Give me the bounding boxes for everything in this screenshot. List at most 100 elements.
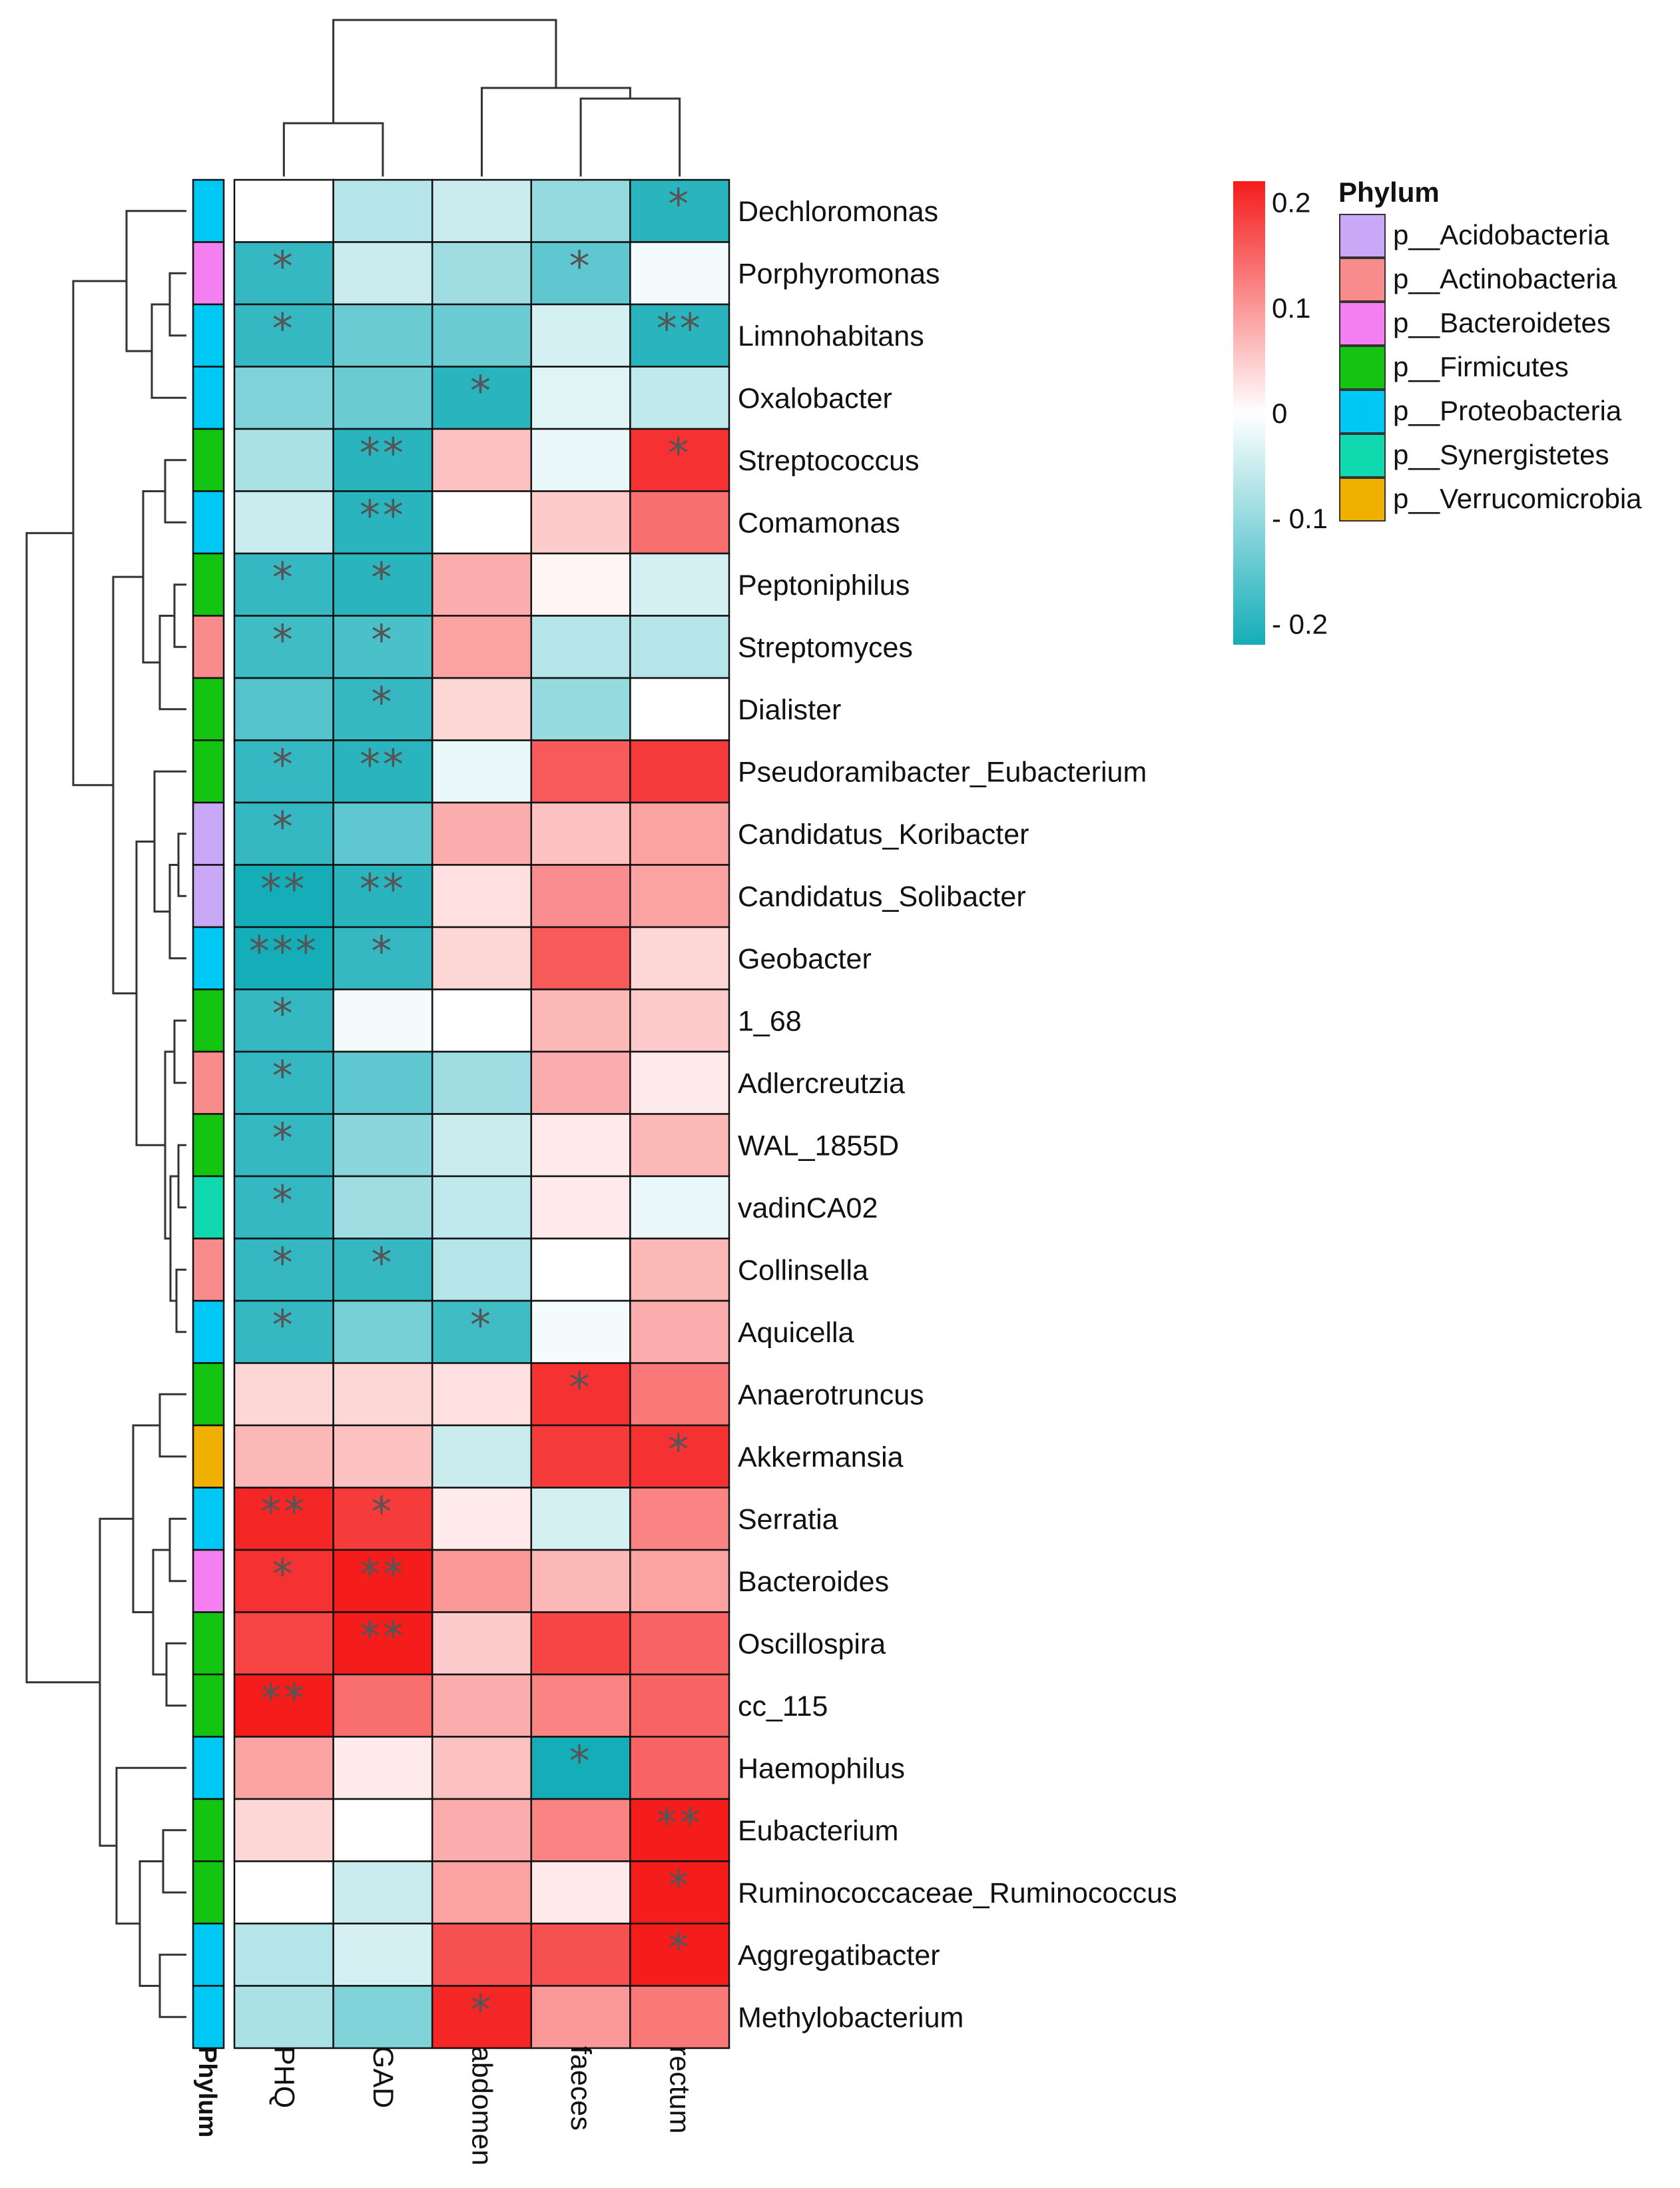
dendrogram-branch	[132, 1424, 160, 1613]
heatmap-cell	[332, 552, 433, 617]
heatmap-cell	[332, 1860, 433, 1925]
heatmap-cell	[530, 303, 631, 368]
heatmap-cell	[530, 1860, 631, 1925]
significance-mark: *	[371, 1488, 394, 1537]
heatmap-cell	[233, 1736, 334, 1800]
row-label: Akkermansia	[738, 1441, 904, 1473]
heatmap-cell	[431, 1922, 533, 1987]
heatmap-cell	[332, 739, 433, 804]
dendrogram-branch	[177, 833, 186, 897]
heatmap-cell	[629, 1860, 730, 1925]
heatmap-cell	[332, 988, 433, 1053]
phylum-annotation-cell	[192, 1860, 225, 1925]
significance-mark: *	[371, 678, 394, 727]
row-label: Porphyromonas	[738, 258, 940, 290]
color-scale-bar	[1233, 181, 1265, 645]
significance-mark: *	[569, 1363, 593, 1412]
legend-entry-label: p__Proteobacteria	[1393, 395, 1622, 426]
phylum-annotation-cell	[192, 1424, 225, 1489]
dendrogram-branch	[115, 1766, 186, 1925]
significance-mark: *	[272, 1114, 296, 1163]
row-label: Oscillospira	[738, 1628, 886, 1660]
phylum-legend: Phylum p__Acidobacteria p__Actinobacteriap…	[1338, 177, 1642, 522]
phylum-annotation-cell	[192, 1487, 225, 1551]
column-label: faeces	[565, 2046, 597, 2131]
heatmap-cell	[233, 1238, 334, 1302]
heatmap-cell	[332, 1922, 433, 1987]
color-scale-tick-label: - 0.1	[1272, 503, 1328, 534]
row-label: Dialister	[738, 694, 841, 726]
heatmap-cell	[332, 1238, 433, 1302]
heatmap-cell	[332, 428, 433, 492]
heatmap-cell	[629, 366, 730, 430]
significance-mark: **	[260, 865, 307, 914]
phylum-annotation-cell	[192, 552, 225, 617]
heatmap-cell	[332, 1424, 433, 1489]
dendrogram-branch	[481, 87, 631, 177]
phylum-annotation-cell	[192, 1299, 225, 1364]
heatmap-cell	[431, 1113, 533, 1178]
significance-mark: *	[371, 553, 394, 602]
heatmap-cell	[332, 1113, 433, 1178]
significance-mark: *	[371, 616, 394, 665]
significance-mark: *	[371, 927, 394, 976]
heatmap-cell	[431, 677, 533, 741]
dendrogram-branch	[173, 583, 186, 648]
heatmap-cell	[530, 179, 631, 243]
row-label: Methylobacterium	[738, 2002, 964, 2033]
color-scale-tick-label: 0	[1272, 398, 1287, 429]
heatmap-cell	[332, 1175, 433, 1240]
phylum-annotation-cell	[192, 1798, 225, 1862]
heatmap-cell	[629, 1611, 730, 1676]
heatmap-cell	[431, 988, 533, 1053]
heatmap-cell	[530, 1922, 631, 1987]
heatmap-cell	[629, 1736, 730, 1800]
heatmap-cell	[332, 864, 433, 928]
legend-swatch	[1339, 302, 1386, 346]
legend-entry-label: p__Acidobacteria	[1393, 219, 1609, 250]
heatmap-cell	[629, 1549, 730, 1613]
heatmap-cell	[530, 926, 631, 990]
dendrogram-branch	[177, 1144, 186, 1209]
phylum-annotation-cell	[192, 988, 225, 1053]
heatmap-cell	[629, 241, 730, 306]
phylum-annotation-cell	[192, 1736, 225, 1800]
significance-mark: **	[657, 304, 703, 353]
significance-mark: *	[272, 553, 296, 602]
heatmap-cell	[431, 1424, 533, 1489]
heatmap-cell	[530, 1673, 631, 1738]
significance-mark: *	[272, 741, 296, 789]
phylum-annotation-cell	[192, 1238, 225, 1302]
dendrogram-branch	[125, 210, 186, 352]
heatmap-cell	[629, 1985, 730, 2049]
annotation-axis-label: Phylum	[193, 2046, 221, 2137]
phylum-annotation-cell	[192, 1549, 225, 1613]
heatmap-cell	[431, 1860, 533, 1925]
significance-mark: *	[668, 1425, 691, 1474]
heatmap-cell	[629, 1175, 730, 1240]
heatmap-cell	[332, 179, 433, 243]
heatmap-cell	[431, 1736, 533, 1800]
legend-swatch	[1339, 346, 1386, 390]
column-labels: PHQ GAD abdomen faeces rectum	[268, 2046, 695, 2165]
legend-entry-label: p__Firmicutes	[1393, 351, 1569, 382]
significance-mark: **	[360, 429, 406, 478]
significance-mark: *	[569, 1737, 593, 1786]
phylum-annotation-cell	[192, 303, 225, 368]
row-label: Haemophilus	[738, 1752, 905, 1784]
row-label: Aggregatibacter	[738, 1940, 940, 1972]
heatmap-cell	[233, 428, 334, 492]
heatmap-cell	[530, 1611, 631, 1676]
significance-mark: **	[360, 1613, 406, 1661]
phylum-annotation-cell	[192, 1175, 225, 1240]
heatmap-cell	[530, 988, 631, 1053]
heatmap-cell	[431, 1798, 533, 1862]
heatmap-cell	[332, 1673, 433, 1738]
heatmap-cell	[233, 1860, 334, 1925]
heatmap-cell	[431, 615, 533, 679]
legend-swatch	[1339, 390, 1386, 434]
phylum-annotation-cell	[192, 366, 225, 430]
heatmap-cell	[233, 1362, 334, 1427]
row-labels: Dechloromonas Porphyromonas Limnohabitans O…	[738, 196, 1177, 2034]
heatmap-cell	[332, 1798, 433, 1862]
